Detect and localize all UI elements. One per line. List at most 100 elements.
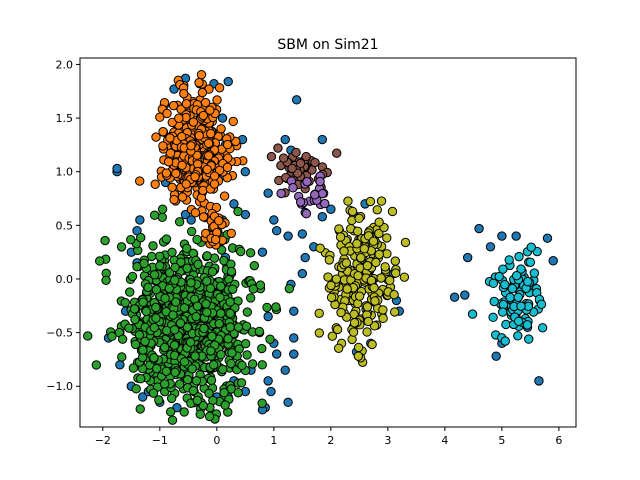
scatter-point-cluster-0 bbox=[127, 271, 138, 282]
scatter-point-outlier bbox=[283, 231, 293, 241]
scatter-point-cluster-3 bbox=[326, 292, 337, 303]
scatter-point-cluster-1 bbox=[169, 194, 179, 205]
scatter-point-cluster-3 bbox=[382, 233, 392, 243]
scatter-point-cluster-0 bbox=[207, 267, 218, 277]
scatter-point-outlier bbox=[300, 252, 310, 263]
scatter-point-cluster-1 bbox=[179, 88, 189, 99]
scatter-point-cluster-0 bbox=[116, 242, 127, 252]
scatter-point-cluster-1 bbox=[190, 208, 201, 218]
scatter-point-cluster-0 bbox=[205, 283, 216, 294]
scatter-point-cluster-3 bbox=[372, 205, 382, 215]
scatter-point-cluster-3 bbox=[326, 280, 336, 291]
scatter-point-cluster-3 bbox=[314, 328, 325, 338]
scatter-point-cluster-3 bbox=[385, 275, 395, 286]
scatter-point-outlier bbox=[542, 233, 553, 243]
scatter-point-cluster-4 bbox=[511, 270, 522, 281]
scatter-point-cluster-1 bbox=[161, 168, 172, 178]
scatter-point-cluster-0 bbox=[151, 302, 161, 313]
scatter-point-cluster-1 bbox=[203, 138, 214, 149]
scatter-point-outlier bbox=[491, 351, 501, 361]
scatter-point-cluster-0 bbox=[179, 407, 189, 417]
scatter-point-cluster-0 bbox=[161, 234, 172, 244]
scatter-point-cluster-0 bbox=[162, 325, 172, 336]
scatter-point-outlier bbox=[186, 215, 196, 225]
scatter-point-cluster-3 bbox=[382, 249, 392, 259]
x-tick-label: 0 bbox=[213, 434, 220, 447]
scatter-point-cluster-0 bbox=[191, 376, 202, 386]
scatter-point-cluster-3 bbox=[314, 308, 324, 318]
scatter-point-cluster-1 bbox=[228, 116, 238, 127]
scatter-point-cluster-4 bbox=[498, 264, 508, 274]
scatter-point-cluster-1 bbox=[205, 128, 216, 139]
scatter-point-cluster-0 bbox=[167, 247, 177, 257]
scatter-point-cluster-1 bbox=[216, 124, 226, 134]
scatter-point-cluster-1 bbox=[222, 162, 233, 173]
scatter-point-cluster-6 bbox=[320, 198, 330, 209]
scatter-point-cluster-0 bbox=[157, 212, 167, 222]
scatter-point-cluster-0 bbox=[226, 358, 236, 369]
scatter-point-cluster-5 bbox=[295, 158, 306, 169]
scatter-point-outlier bbox=[271, 226, 282, 236]
scatter-point-cluster-1 bbox=[181, 179, 191, 189]
scatter-point-cluster-3 bbox=[374, 217, 384, 227]
scatter-point-cluster-6 bbox=[310, 190, 320, 200]
scatter-point-cluster-0 bbox=[200, 458, 208, 466]
scatter-point-cluster-0 bbox=[249, 260, 260, 271]
scatter-point-cluster-0 bbox=[179, 357, 190, 367]
scatter-point-cluster-3 bbox=[399, 272, 410, 282]
scatter-point-outlier bbox=[297, 229, 308, 239]
scatter-point-cluster-0 bbox=[154, 251, 165, 261]
scatter-point-cluster-1 bbox=[186, 141, 196, 151]
y-tick-label: 2.0 bbox=[56, 58, 74, 71]
scatter-point-cluster-4 bbox=[488, 312, 498, 323]
scatter-point-cluster-0 bbox=[169, 340, 180, 350]
scatter-point-cluster-1 bbox=[197, 87, 208, 98]
scatter-point-cluster-1 bbox=[135, 176, 145, 186]
scatter-point-cluster-0 bbox=[225, 322, 235, 332]
scatter-point-cluster-1 bbox=[171, 168, 181, 179]
scatter-point-cluster-1 bbox=[163, 157, 174, 167]
x-tick-label: 3 bbox=[384, 434, 391, 447]
scatter-point-cluster-1 bbox=[194, 131, 204, 141]
scatter-point-cluster-4 bbox=[516, 264, 526, 274]
scatter-point-cluster-0 bbox=[100, 235, 110, 246]
axes: −2 −1 0 1 2 3 4 5 6 −1.0 −0.5 0.0 0.5 1.0 1.5 2.0 bbox=[46, 57, 577, 447]
scatter-point-outlier bbox=[271, 349, 282, 359]
scatter-point-cluster-0 bbox=[265, 334, 275, 344]
scatter-point-cluster-1 bbox=[181, 98, 192, 109]
scatter-point-cluster-0 bbox=[151, 284, 162, 295]
scatter-point-outlier bbox=[289, 333, 299, 343]
scatter-point-cluster-3 bbox=[367, 339, 377, 350]
scatter-point-cluster-1 bbox=[222, 139, 233, 150]
scatter-point-cluster-4 bbox=[525, 257, 536, 267]
scatter-point-cluster-4 bbox=[500, 336, 510, 346]
scatter-point-cluster-1 bbox=[198, 185, 208, 196]
scatter-point-cluster-0 bbox=[101, 275, 111, 286]
scatter-point-cluster-2 bbox=[210, 234, 221, 245]
scatter-point-cluster-0 bbox=[202, 276, 212, 286]
scatter-point-cluster-1 bbox=[198, 110, 209, 121]
scatter-point-cluster-0 bbox=[161, 366, 172, 376]
scatter-point-cluster-1 bbox=[209, 171, 220, 181]
scatter-point-cluster-6 bbox=[276, 188, 286, 199]
scatter-point-cluster-0 bbox=[255, 280, 266, 290]
scatter-point-cluster-3 bbox=[315, 243, 325, 253]
scatter-point-cluster-3 bbox=[354, 213, 364, 224]
scatter-point-cluster-4 bbox=[504, 255, 514, 265]
scatter-point-cluster-0 bbox=[186, 278, 196, 288]
scatter-point-outlier bbox=[511, 231, 521, 241]
scatter-point-cluster-0 bbox=[179, 303, 190, 313]
x-tick-label: −1 bbox=[152, 434, 168, 447]
scatter-point-outlier bbox=[474, 223, 484, 234]
scatter-point-cluster-0 bbox=[225, 297, 235, 307]
scatter-point-outlier bbox=[460, 290, 470, 300]
scatter-point-cluster-3 bbox=[387, 206, 398, 217]
scatter-point-cluster-0 bbox=[171, 297, 181, 307]
scatter-point-cluster-0 bbox=[129, 304, 140, 314]
scatter-point-cluster-3 bbox=[341, 258, 352, 268]
scatter-point-cluster-0 bbox=[204, 411, 215, 422]
y-tick-label: 0.0 bbox=[56, 273, 74, 286]
x-tick-label: 4 bbox=[441, 434, 448, 447]
scatter-point-cluster-0 bbox=[149, 353, 159, 363]
scatter-point-cluster-3 bbox=[362, 327, 372, 337]
